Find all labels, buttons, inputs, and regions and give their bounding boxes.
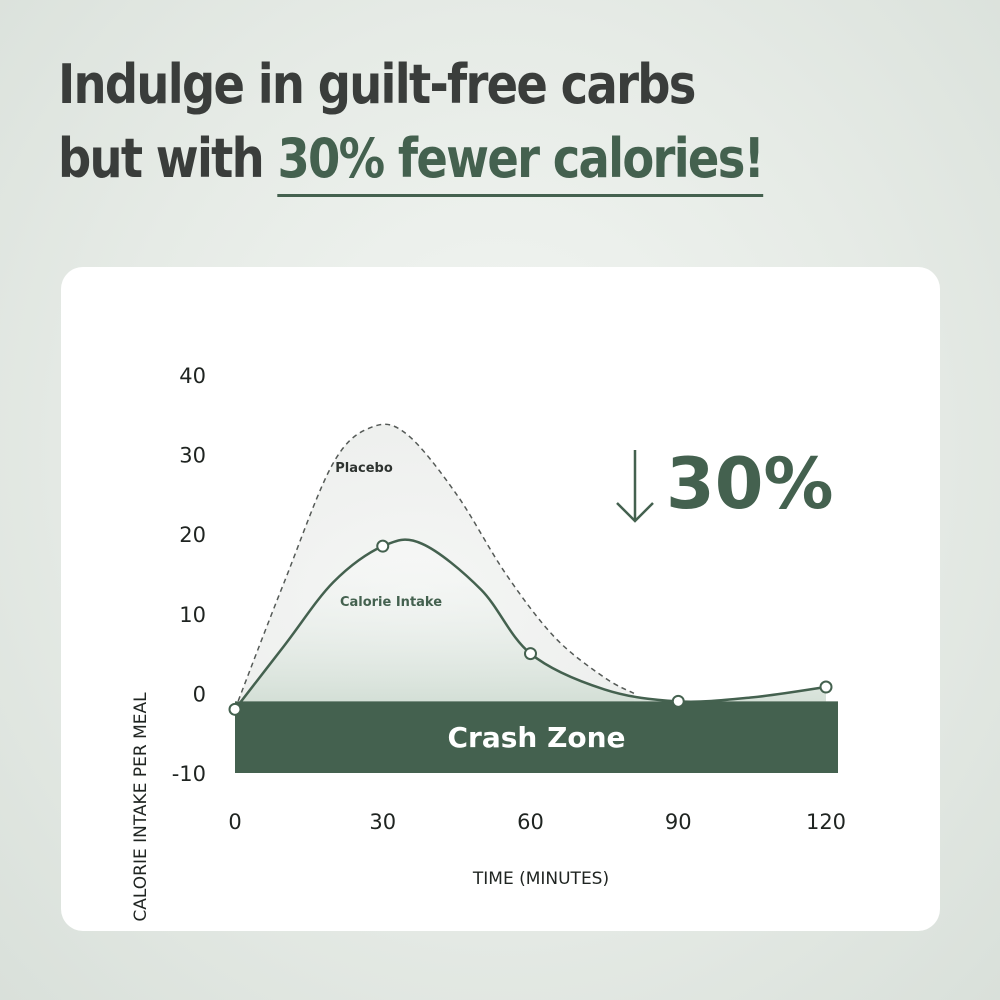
down-arrow-icon [616, 450, 654, 523]
data-point-marker [671, 694, 685, 708]
data-point-marker [376, 539, 390, 553]
placebo-line [234, 423, 635, 710]
x-tick-label: 90 [665, 810, 692, 834]
headline: Indulge in guilt-free carbs but with 30%… [58, 48, 832, 197]
x-tick-label: 120 [806, 810, 846, 834]
y-tick-label: 30 [179, 444, 206, 468]
x-tick-label: 0 [228, 810, 241, 834]
y-tick-label: 10 [179, 603, 206, 627]
calorie-intake-area [235, 539, 826, 710]
x-tick-label: 30 [369, 810, 396, 834]
reduction-stat: 30% [666, 443, 834, 525]
y-tick-label: -10 [172, 762, 206, 786]
headline-accent: 30% fewer calories! [277, 127, 765, 197]
placebo-series-label: Placebo [335, 461, 393, 476]
y-tick-label: 40 [179, 364, 206, 388]
data-point-marker [524, 647, 537, 661]
crash-zone-label: Crash Zone [447, 721, 625, 754]
y-tick-label: 20 [179, 523, 206, 547]
headline-line-2: but with 30% fewer calories! [58, 122, 832, 197]
x-axis-label: TIME (MINUTES) [472, 869, 609, 889]
data-point-marker [228, 702, 242, 716]
calorie-intake-line [234, 538, 827, 711]
y-axis-label: CALORIE INTAKE PER MEAL [131, 692, 151, 922]
crash-zone-band [235, 701, 838, 773]
calorie-chart: 40 30 20 10 0 -10 0 30 60 90 120 CALORIE INTAKE P… [131, 364, 846, 922]
headline-line-2-prefix: but with [58, 127, 278, 190]
y-tick-label: 0 [193, 682, 206, 706]
data-point-marker [819, 680, 833, 694]
headline-line-1: Indulge in guilt-free carbs [58, 53, 696, 116]
calorie-intake-series-label: Calorie Intake [340, 595, 442, 610]
chart-card: 40 30 20 10 0 -10 0 30 60 90 120 CALORIE INTAKE P… [61, 267, 940, 931]
x-tick-label: 60 [517, 810, 544, 834]
